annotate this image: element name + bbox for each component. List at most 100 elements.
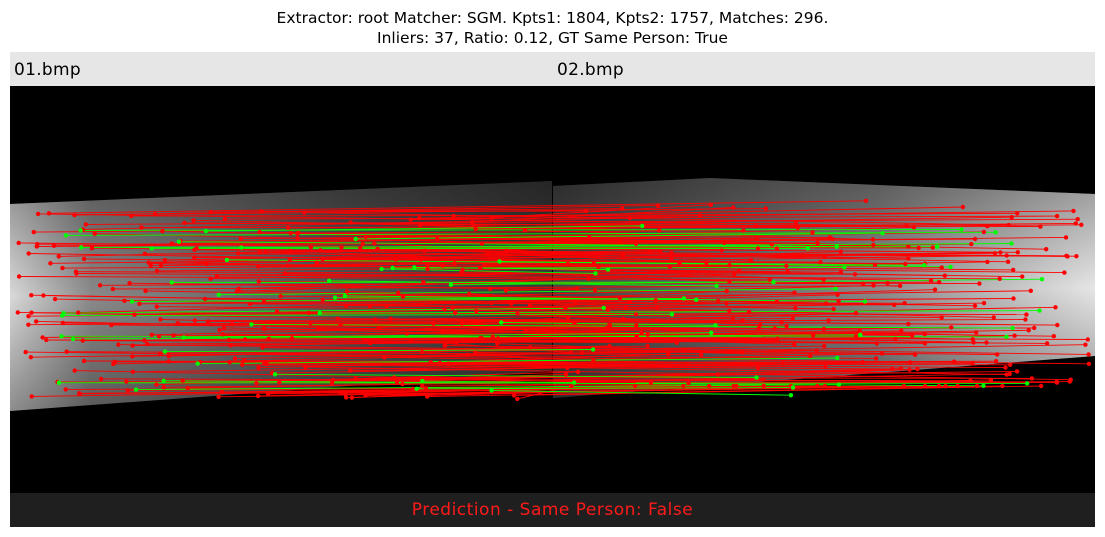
keypoint <box>655 305 660 310</box>
keypoint <box>902 301 907 306</box>
keypoint <box>143 288 148 294</box>
keypoint <box>44 337 49 343</box>
keypoint <box>910 333 915 338</box>
keypoint <box>528 345 533 350</box>
keypoint <box>479 336 485 341</box>
keypoint <box>81 358 87 364</box>
keypoint <box>176 239 182 244</box>
match-line <box>337 318 1058 326</box>
match-line <box>319 310 1040 314</box>
keypoint <box>1083 342 1088 347</box>
keypoint <box>838 270 844 275</box>
match-line <box>355 232 883 240</box>
keypoint <box>746 309 752 314</box>
keypoint <box>242 358 247 363</box>
match-line <box>394 377 1032 379</box>
keypoint <box>1086 352 1091 357</box>
keypoint <box>368 340 373 346</box>
match-line <box>38 213 907 227</box>
keypoint <box>318 248 323 253</box>
keypoint <box>858 332 863 337</box>
keypoint <box>205 319 211 324</box>
keypoint <box>232 356 238 361</box>
keypoint <box>852 272 858 277</box>
keypoint <box>192 318 197 323</box>
keypoint <box>254 381 259 386</box>
keypoint <box>836 298 841 304</box>
keypoint <box>704 337 709 342</box>
match-lines <box>17 200 1089 400</box>
keypoint <box>479 241 485 246</box>
keypoint <box>621 253 626 258</box>
keypoint <box>259 209 264 214</box>
keypoint <box>1007 371 1012 377</box>
keypoint <box>425 267 430 272</box>
match-line <box>392 267 845 269</box>
keypoint <box>242 337 248 342</box>
keypoint <box>755 236 760 242</box>
match-line <box>135 384 839 391</box>
keypoint <box>981 229 987 235</box>
keypoint <box>404 331 410 336</box>
keypoint <box>420 378 425 384</box>
title-line-2: Inliers: 37, Ratio: 0.12, GT Same Person… <box>377 29 728 47</box>
keypoint <box>821 326 827 332</box>
match-line <box>290 230 744 234</box>
keypoint <box>681 296 687 301</box>
match-line <box>491 390 791 396</box>
keypoint <box>1015 211 1020 216</box>
keypoint <box>677 260 682 266</box>
keypoint <box>871 283 876 288</box>
keypoint <box>627 299 632 305</box>
keypoint <box>81 256 87 262</box>
keypoint <box>129 299 135 304</box>
keypoint <box>499 320 504 325</box>
keypoint <box>56 380 62 385</box>
keypoint <box>1012 333 1017 338</box>
keypoint <box>16 274 22 279</box>
keypoint <box>592 287 598 293</box>
keypoint <box>617 295 623 301</box>
match-line <box>72 334 861 340</box>
match-line <box>81 246 938 248</box>
keypoint <box>474 308 479 314</box>
keypoint <box>375 246 380 251</box>
keypoint <box>835 292 840 297</box>
keypoint <box>885 281 890 286</box>
match-line <box>491 204 711 218</box>
keypoint <box>707 383 712 389</box>
keypoint <box>451 213 456 219</box>
keypoint <box>1075 217 1080 222</box>
keypoint <box>591 261 596 266</box>
keypoint <box>320 297 325 302</box>
keypoint <box>754 375 759 380</box>
match-line <box>48 200 867 214</box>
keypoint <box>970 361 975 366</box>
keypoint <box>63 387 68 392</box>
keypoint <box>482 262 487 268</box>
keypoint <box>936 280 942 285</box>
keypoint <box>92 231 97 236</box>
keypoint <box>145 341 150 347</box>
match-line <box>80 229 962 231</box>
keypoint <box>459 321 465 326</box>
keypoint <box>182 220 187 226</box>
keypoint <box>649 379 654 384</box>
keypoint <box>470 223 476 228</box>
keypoint <box>509 301 514 306</box>
keypoint <box>289 336 295 341</box>
keypoint <box>811 333 816 338</box>
keypoint <box>640 223 645 229</box>
keypoint <box>1038 224 1043 229</box>
keypoint <box>587 235 592 240</box>
keypoint <box>815 240 820 246</box>
keypoint <box>60 265 65 271</box>
keypoint <box>285 225 291 230</box>
keypoint <box>342 293 348 299</box>
keypoint <box>465 352 470 357</box>
match-line <box>491 289 936 304</box>
keypoint <box>522 228 528 233</box>
keypoint <box>1028 288 1033 293</box>
keypoint <box>727 279 732 284</box>
keypoint <box>473 226 478 232</box>
